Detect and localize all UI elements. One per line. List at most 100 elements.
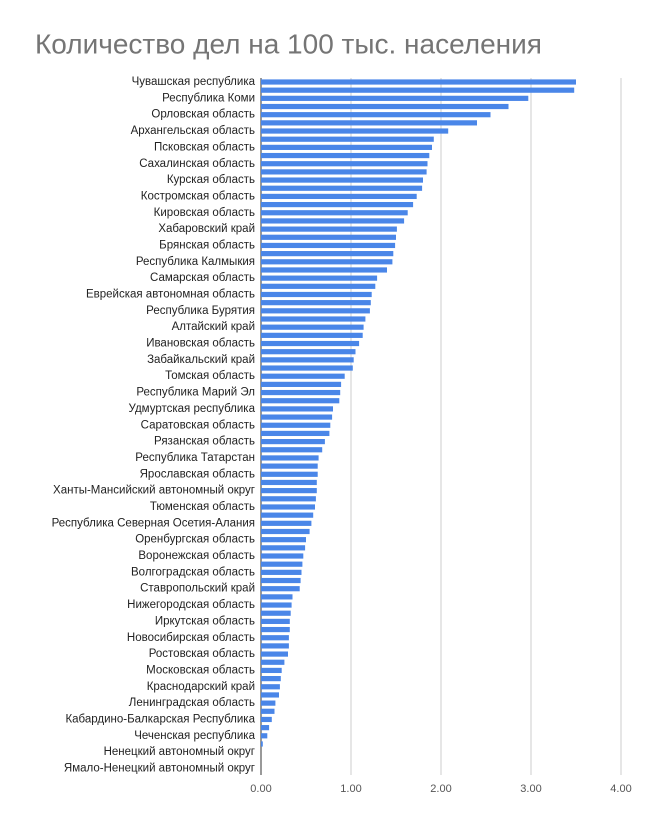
y-tick-label: Республика Марий Эл (136, 387, 255, 399)
bar (261, 242, 396, 249)
bar (261, 112, 491, 118)
bar (261, 733, 268, 739)
y-tick-label: Тюменская область (150, 501, 255, 513)
bar (261, 414, 333, 420)
y-tick-label: Ярославская область (140, 468, 255, 480)
bar (261, 193, 417, 200)
bar (261, 332, 363, 338)
bar (261, 267, 387, 273)
y-tick-label: Архангельская область (131, 125, 255, 137)
bar (261, 357, 354, 363)
bar (261, 520, 312, 526)
bar (261, 447, 323, 453)
bar (261, 700, 276, 706)
bar (261, 438, 325, 445)
bar (261, 406, 333, 412)
y-tick-label: Ставропольский край (140, 583, 255, 595)
bar (261, 340, 360, 347)
bar (261, 422, 331, 428)
y-tick-label: Оренбургская область (135, 534, 255, 546)
bar (261, 152, 430, 159)
y-tick-label: Чеченская республика (134, 730, 255, 742)
bar (261, 496, 316, 502)
y-tick-label: Чувашская республика (132, 76, 256, 88)
bar (261, 177, 423, 183)
bar (261, 291, 372, 298)
bar (261, 87, 575, 93)
bar (261, 504, 315, 510)
y-tick-label: Забайкальский край (147, 354, 255, 366)
bar (261, 471, 318, 477)
y-tick-label: Брянская область (159, 239, 255, 251)
bar (261, 635, 289, 641)
bar (261, 103, 509, 110)
bar (261, 283, 376, 289)
bar (261, 316, 366, 322)
y-tick-label: Орловская область (151, 109, 255, 121)
y-tick-label: Республика Коми (162, 92, 255, 104)
bar (261, 275, 378, 281)
bar (261, 651, 288, 657)
y-tick-label: Республика Северная Осетия-Алания (52, 517, 255, 529)
bar (261, 251, 394, 257)
y-tick-label: Краснодарский край (147, 681, 255, 693)
y-tick-label: Алтайский край (172, 321, 255, 333)
bar (261, 430, 330, 437)
bar (261, 676, 281, 682)
bar (261, 659, 285, 665)
x-tick-label: 4.00 (610, 783, 631, 795)
bar (261, 512, 314, 518)
x-tick-label: 1.00 (340, 783, 361, 795)
bar (261, 234, 396, 240)
bar (261, 308, 370, 314)
bar (261, 324, 364, 330)
bar (261, 226, 397, 232)
bar (261, 463, 318, 469)
y-tick-label: Псковская область (154, 141, 255, 153)
bar (261, 373, 345, 379)
y-tick-label: Удмуртская республика (129, 403, 256, 415)
bar (261, 389, 341, 396)
bar (261, 128, 449, 134)
bar (261, 136, 434, 142)
bar (261, 594, 293, 600)
bar (261, 545, 306, 551)
bar (261, 643, 289, 649)
bar (261, 553, 304, 559)
bar (261, 684, 280, 690)
bar (261, 610, 291, 616)
bar (261, 561, 303, 567)
y-tick-label: Московская область (146, 664, 255, 676)
y-tick-label: Кабардино-Балкарская Республика (65, 713, 255, 725)
y-tick-label: Ивановская область (146, 338, 255, 350)
bar (261, 95, 529, 101)
bar (261, 488, 317, 494)
bar (261, 528, 310, 535)
bar (261, 586, 300, 592)
bar (261, 618, 290, 624)
bar (261, 626, 290, 633)
y-tick-label: Еврейская автономная область (86, 289, 255, 301)
bar (261, 569, 302, 575)
bar (261, 161, 428, 167)
bar (261, 218, 405, 224)
bar (261, 692, 279, 698)
x-tick-label: 0.00 (250, 783, 271, 795)
y-tick-label: Волгоградская область (131, 566, 255, 578)
y-tick-label: Иркутская область (155, 615, 255, 627)
y-tick-label: Ненецкий автономный округ (104, 746, 255, 758)
y-tick-label: Саратовская область (141, 419, 255, 431)
y-tick-label: Ямало-Ненецкий автономный округ (64, 763, 255, 775)
y-tick-label: Ростовская область (149, 648, 255, 660)
y-tick-label: Ханты-Мансийский автономный округ (53, 485, 255, 497)
bar (261, 259, 393, 265)
x-tick-label: 3.00 (520, 783, 541, 795)
y-tick-label: Ленинградская область (129, 697, 255, 709)
bar (261, 455, 319, 461)
bar (261, 667, 282, 674)
bar (261, 169, 427, 175)
y-tick-label: Республика Калмыкия (136, 256, 255, 268)
bar (261, 300, 371, 306)
bar (261, 577, 301, 584)
